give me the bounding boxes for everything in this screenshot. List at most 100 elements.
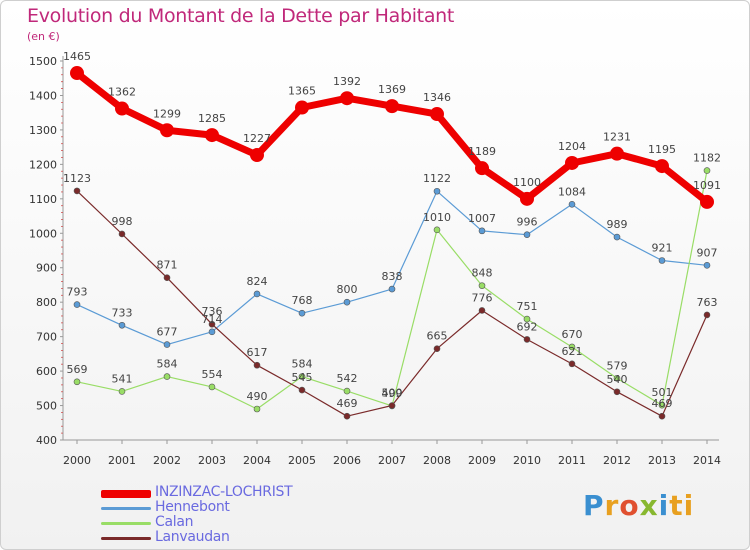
data-label: 1204 <box>558 140 586 153</box>
y-tick-label: 1400 <box>29 89 57 102</box>
data-point <box>340 91 354 106</box>
data-label: 541 <box>112 372 133 385</box>
logo-letter: ti <box>669 489 695 522</box>
data-point <box>343 387 351 395</box>
data-point <box>478 307 486 314</box>
x-tick-label: 2001 <box>108 454 136 467</box>
data-point <box>613 233 621 241</box>
proxiti-logo: Proxiti <box>583 489 694 522</box>
x-tick-label: 2002 <box>153 454 181 467</box>
data-point <box>298 309 306 317</box>
data-label: 871 <box>157 259 178 272</box>
data-point <box>565 155 579 170</box>
data-label: 1392 <box>333 75 361 88</box>
data-point <box>163 341 171 348</box>
data-label: 1123 <box>63 172 91 185</box>
data-point <box>568 360 576 368</box>
y-tick-label: 1200 <box>29 158 57 171</box>
data-point <box>205 128 219 143</box>
data-label: 1189 <box>468 145 496 158</box>
data-label: 1369 <box>378 83 406 96</box>
data-point <box>118 230 126 238</box>
data-label: 776 <box>472 291 493 304</box>
data-label: 736 <box>202 305 223 318</box>
data-point <box>73 378 81 386</box>
data-point <box>253 361 261 369</box>
data-label: 824 <box>247 275 268 288</box>
data-label: 501 <box>652 386 673 399</box>
data-label: 1465 <box>63 50 91 63</box>
data-label: 733 <box>112 306 133 319</box>
x-tick-label: 2007 <box>378 454 406 467</box>
data-label: 838 <box>382 270 403 283</box>
data-point <box>658 412 666 420</box>
data-label: 545 <box>292 371 313 384</box>
data-point <box>115 101 129 116</box>
data-point <box>433 226 441 234</box>
data-point <box>478 282 486 289</box>
data-point <box>475 161 489 176</box>
data-point <box>298 386 306 394</box>
data-point <box>703 167 711 174</box>
data-point <box>388 402 396 409</box>
data-point <box>703 311 711 319</box>
data-point <box>430 107 444 122</box>
data-point <box>250 148 264 163</box>
data-point <box>118 388 126 395</box>
data-point <box>388 285 396 293</box>
logo-letter: i <box>658 489 670 522</box>
x-tick-label: 2008 <box>423 454 451 467</box>
data-label: 670 <box>562 328 583 341</box>
data-point <box>613 375 621 382</box>
data-label: 1346 <box>423 91 451 104</box>
logo-letter: x <box>639 489 659 522</box>
data-label: 996 <box>517 216 538 229</box>
data-point <box>295 100 309 115</box>
data-label: 907 <box>697 246 718 259</box>
data-label: 665 <box>427 330 448 343</box>
data-label: 998 <box>112 215 133 228</box>
data-point <box>523 315 531 323</box>
data-point <box>208 383 216 391</box>
data-label: 848 <box>472 267 493 280</box>
data-point <box>478 227 486 235</box>
y-tick-label: 700 <box>36 331 57 344</box>
axes <box>60 56 719 444</box>
y-tick-label: 500 <box>36 400 57 413</box>
data-point <box>385 99 399 114</box>
data-point <box>208 328 216 336</box>
data-label: 1365 <box>288 85 316 98</box>
data-point <box>433 345 441 352</box>
data-label: 469 <box>652 397 673 410</box>
x-tick-label: 2004 <box>243 454 271 467</box>
data-label: 542 <box>337 372 358 385</box>
data-label: 800 <box>337 283 358 296</box>
x-tick-label: 2009 <box>468 454 496 467</box>
data-label: 1362 <box>108 86 136 99</box>
data-point <box>658 401 666 409</box>
x-tick-label: 2005 <box>288 454 316 467</box>
y-tick-label: 1000 <box>29 227 57 240</box>
data-label: 554 <box>202 368 223 381</box>
x-tick-label: 2013 <box>648 454 676 467</box>
legend-swatch <box>101 537 151 540</box>
data-label: 989 <box>607 218 628 231</box>
data-point <box>655 159 669 174</box>
data-label: 793 <box>67 286 88 299</box>
data-label: 584 <box>157 358 178 371</box>
y-tick-label: 400 <box>36 434 57 447</box>
data-point <box>343 298 351 306</box>
data-labels: 793 733 677 714 824 768 800 838 1122 1007 996 1084 9… <box>63 50 721 410</box>
data-point <box>73 187 81 195</box>
data-point <box>70 66 84 81</box>
data-point <box>343 412 351 420</box>
legend-swatch <box>101 522 151 525</box>
y-tick-label: 600 <box>36 365 57 378</box>
data-label: 1182 <box>693 152 721 165</box>
data-label: 617 <box>247 346 268 359</box>
data-label: 500 <box>382 387 403 400</box>
data-point <box>523 231 531 238</box>
chart-title: Evolution du Montant de la Dette par Hab… <box>27 5 455 27</box>
data-point <box>658 257 666 264</box>
